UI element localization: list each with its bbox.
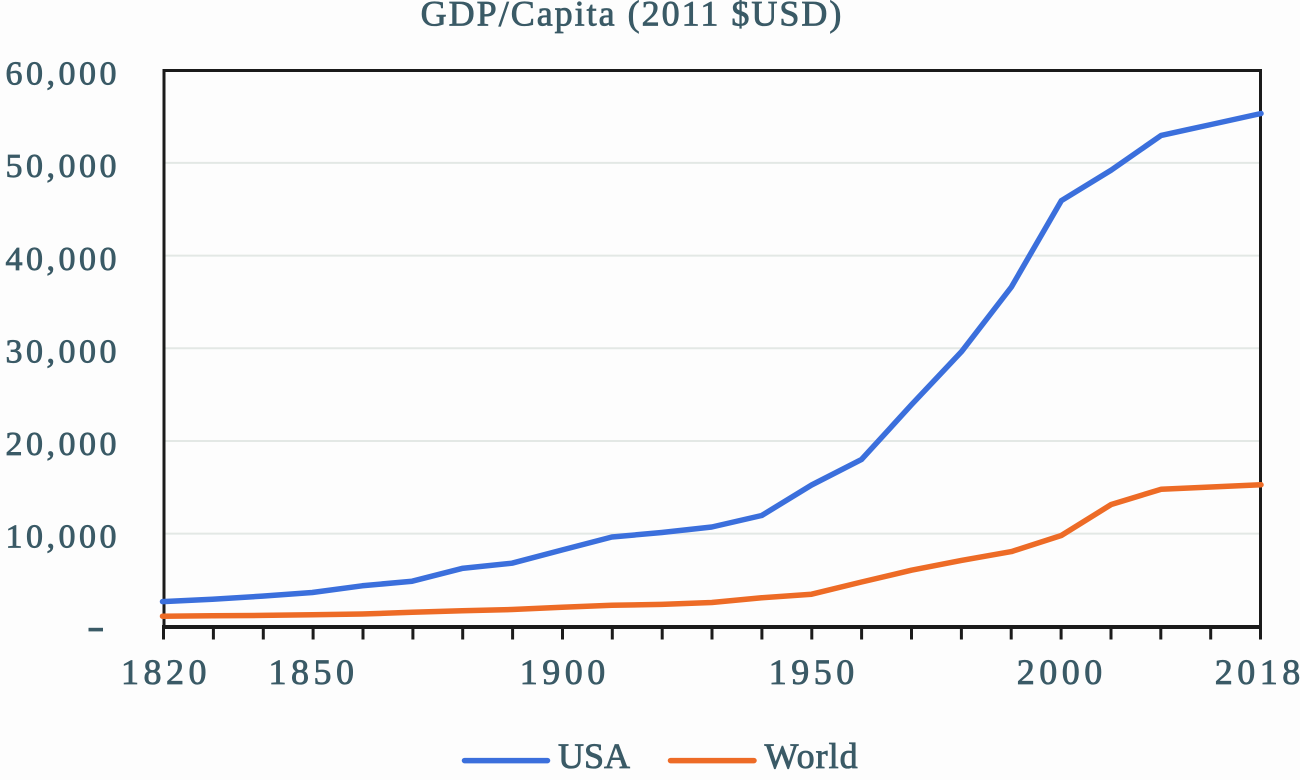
svg-text:50,000: 50,000 xyxy=(6,148,121,185)
svg-text:World: World xyxy=(765,736,859,775)
svg-text:60,000: 60,000 xyxy=(6,56,121,93)
svg-text:20,000: 20,000 xyxy=(6,426,121,463)
svg-text:2000: 2000 xyxy=(1017,652,1107,692)
svg-text:1900: 1900 xyxy=(520,652,610,692)
svg-text:1820: 1820 xyxy=(121,652,211,692)
svg-text:40,000: 40,000 xyxy=(6,241,121,278)
svg-text:GDP/Capita (2011 $USD): GDP/Capita (2011 $USD) xyxy=(421,0,844,34)
svg-text:1950: 1950 xyxy=(769,652,859,692)
svg-text:USA: USA xyxy=(558,736,630,775)
svg-text:1850: 1850 xyxy=(269,652,359,692)
svg-text:30,000: 30,000 xyxy=(6,334,121,371)
svg-text:2018: 2018 xyxy=(1215,652,1300,692)
svg-text:10,000: 10,000 xyxy=(6,519,121,556)
